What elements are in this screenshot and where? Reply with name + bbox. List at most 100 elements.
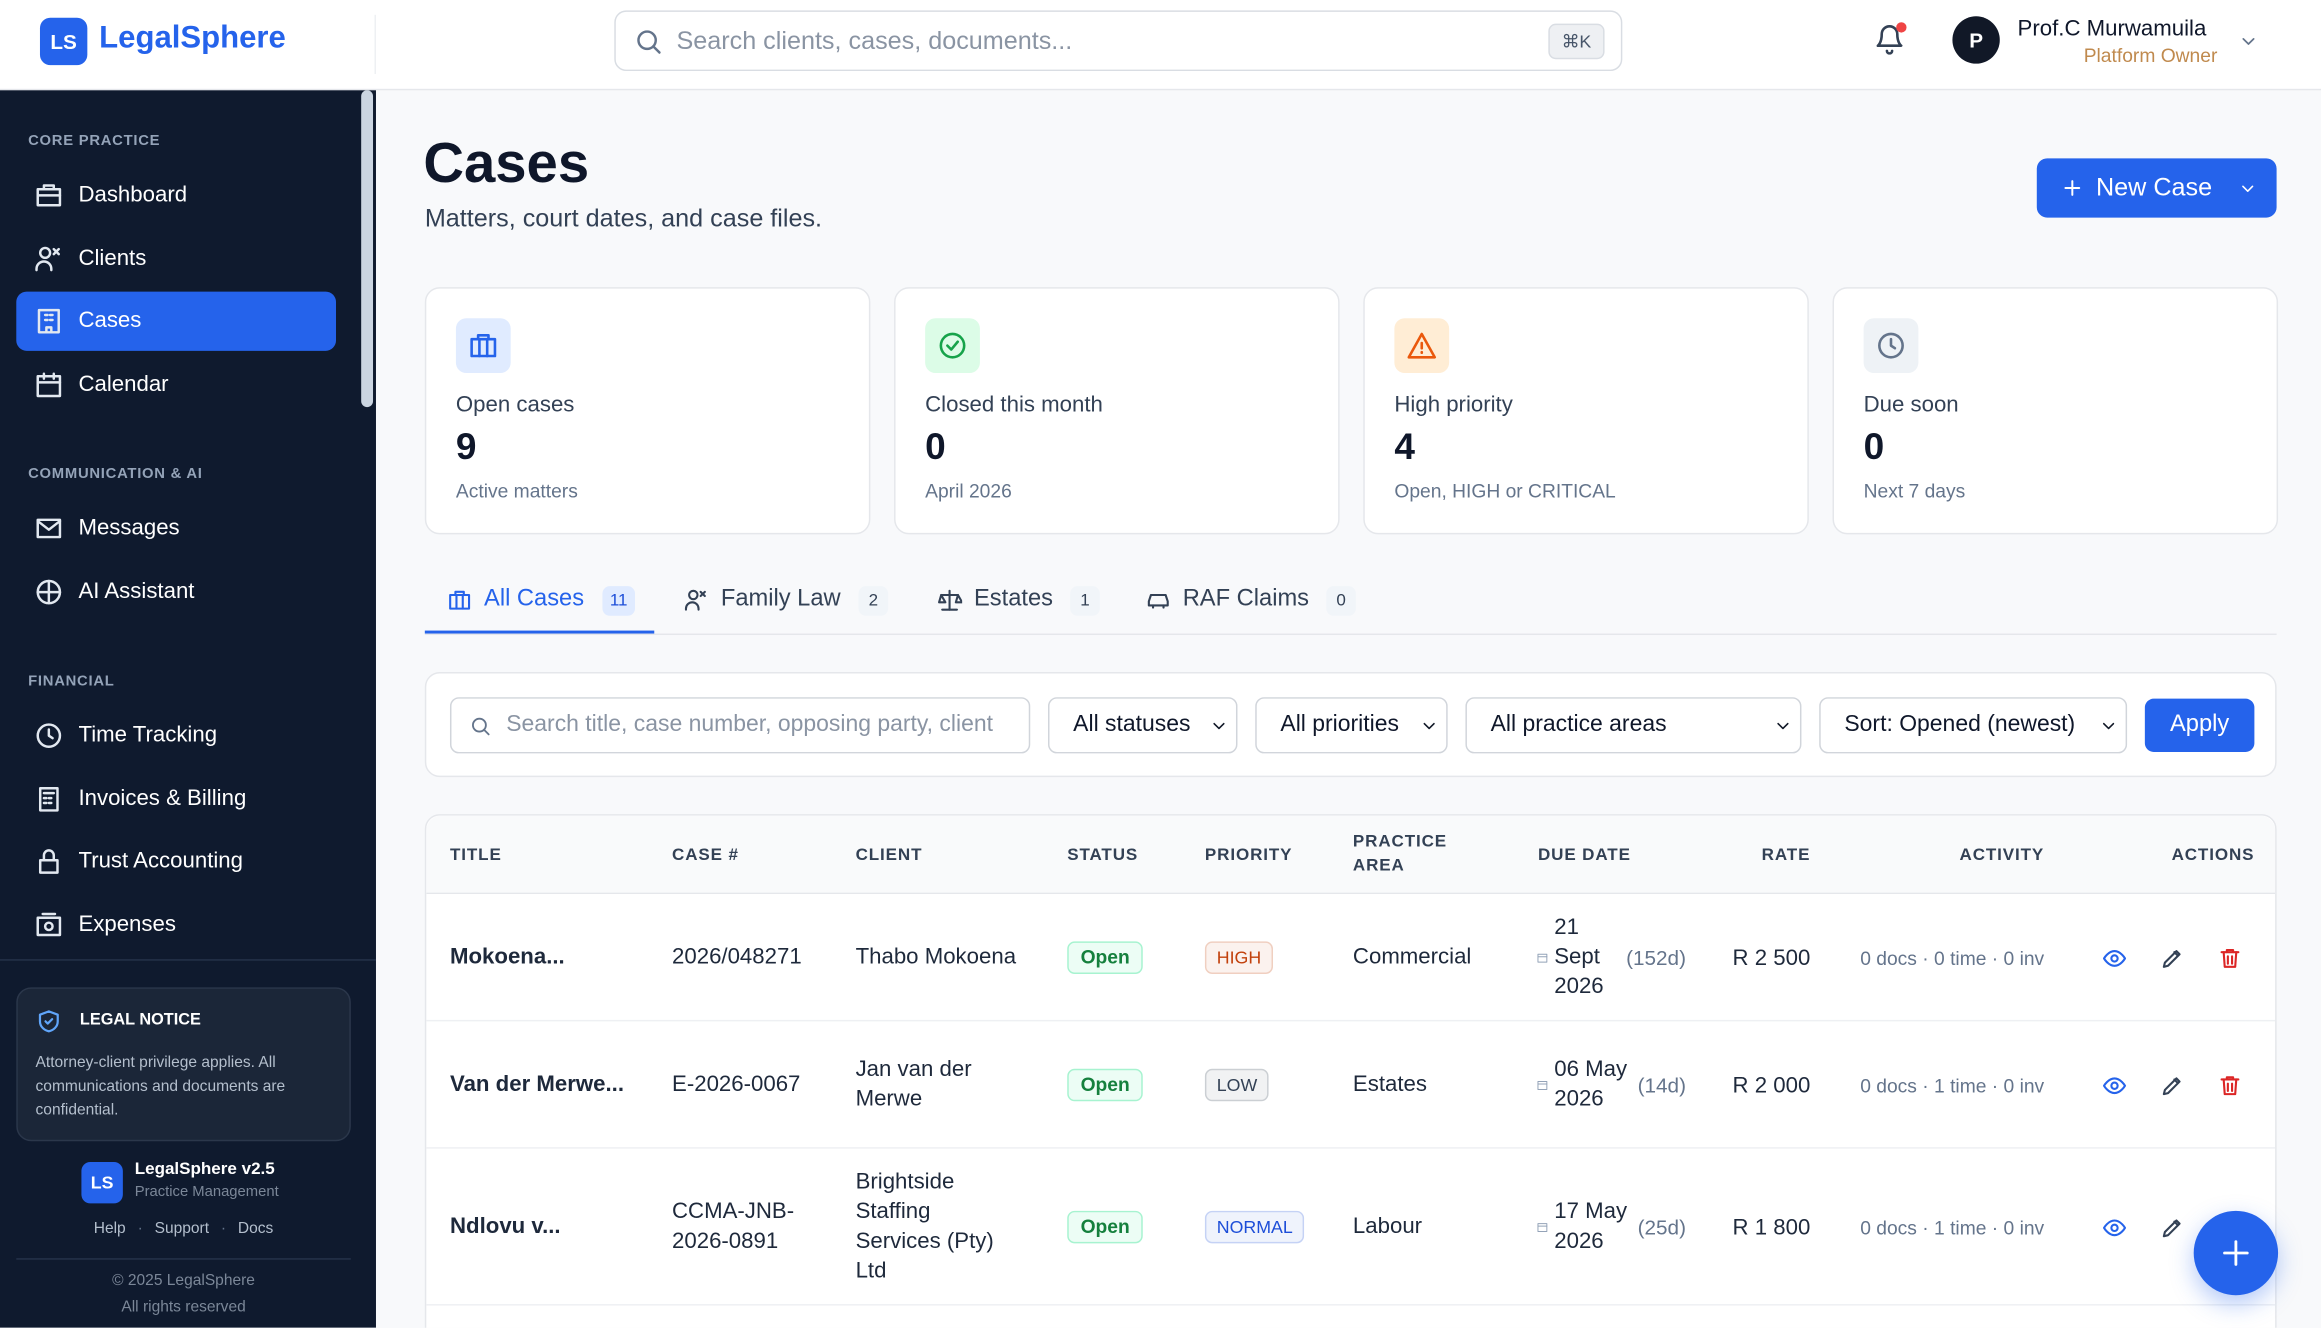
sidebar-icon	[38, 786, 59, 811]
filter-select[interactable]: All statuses	[1048, 697, 1238, 754]
sidebar-item[interactable]: Messages	[16, 499, 336, 558]
floating-add-button[interactable]	[2193, 1210, 2279, 1296]
edit-action-path	[2173, 951, 2179, 957]
search-icon-path	[652, 45, 661, 54]
tab-icon-path	[699, 590, 706, 598]
due-in: (25d)	[1637, 1215, 1686, 1239]
edit-action[interactable]	[2160, 1073, 2185, 1098]
sidebar-label: Calendar	[78, 370, 169, 396]
tab-icon	[449, 590, 471, 610]
sidebar-item[interactable]: AI Assistant	[16, 562, 336, 621]
user-menu-chevron	[2242, 37, 2255, 45]
sidebar-icon-path	[36, 915, 62, 936]
footer-link[interactable]: Help	[93, 1219, 126, 1238]
sidebar-item[interactable]: Expenses	[16, 895, 336, 954]
notification-bell	[1876, 25, 1903, 55]
notice-text: Attorney-client privilege applies. All c…	[35, 1053, 286, 1120]
tab[interactable]: All Cases 11	[447, 582, 676, 620]
tab[interactable]: Estates 1	[937, 582, 1146, 620]
sidebar-item[interactable]: Invoices & Billing	[16, 769, 336, 828]
select-chevron	[2102, 722, 2115, 730]
view-action[interactable]	[2102, 946, 2127, 971]
stat-icon-path	[946, 340, 960, 351]
sidebar-icon	[37, 308, 60, 334]
select-chevron-path	[1777, 722, 1789, 730]
filter-select[interactable]: Sort: Opened (newest)	[1819, 697, 2128, 754]
due-date: 06 May 2026	[1554, 1056, 1628, 1112]
plus-icon	[2064, 180, 2081, 196]
view-action[interactable]	[2102, 1215, 2127, 1240]
sidebar-item[interactable]: Clients	[16, 229, 336, 288]
case-number: 2026/048271	[672, 944, 802, 970]
tab[interactable]: Family Law 2	[684, 582, 937, 620]
stat-note: Next 7 days	[1863, 479, 1966, 502]
sidebar-item[interactable]: Dashboard	[16, 166, 336, 225]
filter-select-label: Sort: Opened (newest)	[1844, 711, 2076, 738]
table-row: Mokoena... 2026/048271 Thabo Mokoena Open HI…	[426, 894, 2276, 1022]
case-title: Mokoena...	[449, 944, 565, 970]
due-in: (14d)	[1637, 1073, 1686, 1097]
edit-action-path	[2162, 1219, 2181, 1238]
case-number: CCMA-JNB-2026-0891	[672, 1198, 795, 1254]
stat-icon	[1407, 332, 1437, 359]
view-action-path	[2102, 1077, 2127, 1095]
sidebar-item[interactable]: Calendar	[16, 355, 336, 414]
tab-icon-path	[688, 589, 699, 601]
footer-link[interactable]: Support	[126, 1220, 209, 1238]
sidebar-label: Time Tracking	[78, 722, 218, 748]
view-action-path	[2102, 1219, 2127, 1237]
delete-action-path	[2222, 1078, 2238, 1096]
sidebar-label: Cases	[78, 307, 142, 334]
stat-label: High priority	[1394, 392, 1513, 418]
sidebar-icon-path	[38, 786, 59, 811]
notice-title: LEGAL NOTICE	[79, 1010, 201, 1029]
avatar[interactable]: P	[1952, 16, 2000, 64]
edit-action[interactable]	[2160, 1215, 2185, 1240]
tab-underline	[424, 630, 655, 634]
activity: 0 docs · 0 time · 0 inv	[1860, 946, 2045, 969]
view-action-path	[2110, 954, 2119, 963]
footer-logo: LS	[81, 1161, 123, 1204]
search-box[interactable]: Search clients, cases, documents... ⌘K	[614, 10, 1623, 72]
sidebar-item[interactable]: Cases	[16, 291, 337, 351]
stat-value: 0	[925, 426, 946, 468]
apply-button[interactable]: Apply	[2144, 698, 2255, 752]
sidebar-item[interactable]: Time Tracking	[16, 706, 336, 765]
notification-bell-path	[1885, 49, 1894, 55]
tab-label: All Cases	[484, 586, 585, 612]
sidebar-icon-path	[36, 187, 62, 207]
tab-label: RAF Claims	[1182, 586, 1310, 612]
sidebar-icon	[35, 245, 60, 271]
select-chevron-path	[2102, 722, 2115, 730]
filter-search-icon-path	[472, 717, 487, 733]
tab[interactable]: RAF Claims 0	[1146, 582, 1356, 620]
filter-search[interactable]: Search title, case number, opposing part…	[449, 697, 1031, 754]
view-action[interactable]	[2102, 1073, 2127, 1098]
filter-select[interactable]: All priorities	[1255, 697, 1448, 754]
footer-link[interactable]: Docs	[209, 1220, 273, 1238]
edit-action[interactable]	[2160, 946, 2185, 971]
rate: R 2 000	[1732, 1072, 1811, 1098]
shortcut: ⌘K	[1548, 23, 1605, 60]
stat-icon-path	[470, 337, 497, 358]
sidebar-item[interactable]: Trust Accounting	[16, 832, 336, 891]
delete-action-path	[2222, 951, 2238, 968]
filter-search-placeholder: Search title, case number, opposing part…	[506, 711, 994, 738]
edit-action-path	[2162, 1077, 2181, 1096]
tab-label: Family Law	[720, 586, 841, 612]
filter-select-label: All practice areas	[1490, 711, 1667, 738]
stat-icon-box	[1863, 318, 1919, 374]
table-header: CASE #	[672, 846, 739, 865]
filter-select[interactable]: All practice areas	[1465, 697, 1802, 754]
delete-action[interactable]	[2217, 1073, 2242, 1098]
delete-action[interactable]	[2217, 946, 2242, 971]
sidebar-icon	[36, 579, 62, 604]
sidebar-label: Dashboard	[78, 182, 188, 208]
sidebar-icon	[36, 912, 62, 936]
stat-icon-path	[1878, 332, 1904, 359]
new-case-button[interactable]: New Case	[2036, 158, 2277, 218]
priority-badge: HIGH	[1204, 941, 1273, 974]
legal-notice: LEGAL NOTICE Attorney-client privilege ap…	[16, 987, 351, 1142]
table-row: Van der Merwe... E-2026-0067 Jan van der M…	[426, 1021, 2276, 1149]
